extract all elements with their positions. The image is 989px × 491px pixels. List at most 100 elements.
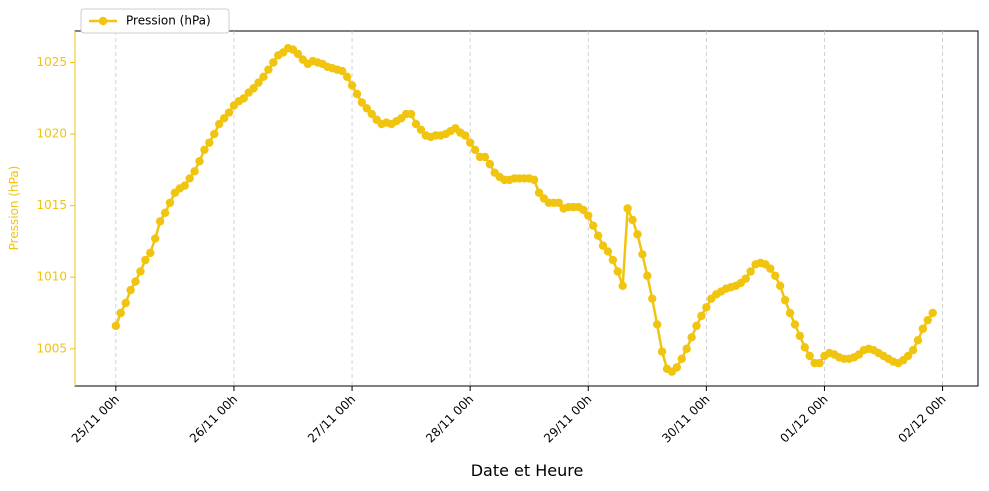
point <box>357 98 367 107</box>
point <box>908 346 918 355</box>
point <box>180 181 189 190</box>
point <box>554 198 563 207</box>
point <box>677 354 686 364</box>
point <box>264 65 273 74</box>
point <box>584 211 593 220</box>
point <box>702 303 711 312</box>
point <box>623 204 632 213</box>
point <box>913 335 923 345</box>
point <box>416 125 426 134</box>
point <box>190 167 199 176</box>
point <box>141 255 150 265</box>
point <box>780 295 790 305</box>
legend-marker <box>98 16 108 26</box>
point <box>347 81 357 90</box>
point <box>362 104 372 113</box>
x-tick-label: 30/11 00h <box>659 392 712 445</box>
point <box>338 66 347 76</box>
point <box>529 175 539 185</box>
point <box>293 49 303 59</box>
point <box>131 277 140 286</box>
point <box>116 308 125 318</box>
point <box>579 205 588 215</box>
point <box>608 255 618 265</box>
point <box>195 157 204 166</box>
x-tick-label: 25/11 00h <box>69 392 122 445</box>
point <box>165 198 175 207</box>
point <box>126 285 135 295</box>
point <box>406 109 416 119</box>
legend-label: Pression (hPa) <box>126 14 211 28</box>
legend-box <box>80 8 230 34</box>
point <box>923 315 933 325</box>
point <box>652 320 662 329</box>
y-tick-label: 1005 <box>36 341 67 355</box>
y-tick-label: 1025 <box>36 55 67 69</box>
x-tick-label: 28/11 00h <box>423 392 476 445</box>
x-axis-label: Date et Heure <box>471 461 584 480</box>
point <box>633 230 642 239</box>
point <box>805 351 814 361</box>
plot-area <box>74 30 979 387</box>
point <box>146 248 155 258</box>
x-tick-label: 29/11 00h <box>541 392 594 445</box>
point <box>465 138 475 147</box>
point <box>185 174 194 183</box>
point <box>603 247 613 256</box>
point <box>480 152 490 162</box>
point <box>672 363 682 372</box>
point <box>643 271 652 280</box>
y-tick-label: 1020 <box>36 127 67 141</box>
point <box>790 320 800 329</box>
point <box>593 231 603 240</box>
point <box>219 114 229 123</box>
point <box>692 321 701 331</box>
point <box>903 351 913 361</box>
point <box>741 274 750 283</box>
point <box>352 89 362 99</box>
point <box>785 308 795 318</box>
point <box>200 145 209 155</box>
point <box>795 331 805 341</box>
point <box>598 241 608 250</box>
point <box>628 215 637 225</box>
point <box>766 264 775 273</box>
y-tick-label: 1010 <box>36 270 67 284</box>
point <box>657 347 667 356</box>
point <box>214 119 224 129</box>
point <box>775 281 785 290</box>
point <box>618 281 627 290</box>
point <box>205 138 214 147</box>
point <box>367 109 376 119</box>
point <box>411 119 421 129</box>
y-axis-label: Pression (hPa) <box>7 166 21 251</box>
x-tick-label: 01/12 00h <box>777 392 830 445</box>
point <box>746 267 755 276</box>
point <box>239 94 248 103</box>
point <box>160 208 170 217</box>
point <box>697 311 706 321</box>
point <box>588 221 598 230</box>
point <box>534 188 544 197</box>
point <box>687 333 696 342</box>
point <box>254 78 263 87</box>
point <box>771 271 780 280</box>
legend: Pression (hPa) <box>80 8 230 34</box>
point <box>151 234 160 243</box>
point <box>648 294 657 303</box>
point <box>269 58 278 67</box>
x-tick-label: 27/11 00h <box>305 392 358 445</box>
point <box>121 298 130 308</box>
point <box>638 250 647 259</box>
point <box>136 267 145 276</box>
y-tick-label: 1015 <box>36 198 67 212</box>
x-tick-label: 02/12 00h <box>895 392 948 445</box>
point <box>928 308 937 318</box>
point <box>210 129 219 139</box>
x-tick-label: 26/11 00h <box>187 392 240 445</box>
point <box>224 108 234 117</box>
point <box>918 324 928 333</box>
point <box>682 344 691 353</box>
point <box>461 131 470 140</box>
